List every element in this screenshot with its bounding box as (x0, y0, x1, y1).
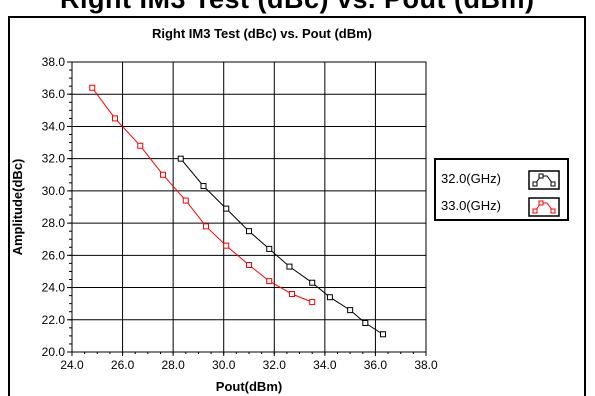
y-tick-label: 30.0 (42, 184, 66, 198)
data-point (309, 279, 316, 286)
data-point (347, 307, 354, 314)
x-tick-label: 36.0 (364, 358, 388, 372)
y-tick-label: 28.0 (42, 216, 66, 230)
data-point (137, 142, 144, 149)
data-point (203, 223, 210, 230)
series-1 (89, 84, 316, 306)
plot-border (71, 61, 427, 353)
y-tick-label: 24.0 (42, 281, 66, 295)
x-axis-label: Pout(dBm) (216, 379, 282, 394)
legend-line (534, 175, 554, 185)
data-point (288, 291, 295, 297)
y-tick-label: 32.0 (42, 152, 66, 166)
data-point (200, 183, 207, 190)
data-point (246, 262, 252, 268)
legend-marker (532, 181, 538, 187)
x-tick-label: 30.0 (212, 358, 236, 372)
y-tick-label: 22.0 (42, 313, 66, 327)
data-point (246, 228, 252, 235)
y-tick-labels: 20.0 22.0 24.0 26.0 28.0 30.0 32.0 34.0 36.0 38.0 (42, 55, 66, 359)
legend-line (534, 202, 554, 212)
y-tick-label: 34.0 (42, 119, 66, 133)
data-point (182, 197, 189, 204)
x-tick-label: 26.0 (111, 358, 135, 372)
x-tick-label: 28.0 (161, 358, 185, 372)
series-layer (89, 84, 387, 338)
header-strip: Right IM3 Test (dBc) vs. Pout (dBm) (0, 0, 595, 14)
data-point (380, 331, 387, 338)
legend-marker (550, 181, 556, 187)
legend-label: 32.0(GHz) (441, 171, 501, 186)
legend-label: 33.0(GHz) (441, 198, 501, 213)
y-axis-label: Amplitude(dBc) (10, 159, 25, 256)
data-point (266, 245, 273, 252)
legend: 32.0(GHz) 33.0(GHz) (434, 158, 569, 221)
x-tick-label: 34.0 (313, 358, 337, 372)
legend-marker (538, 173, 544, 179)
data-point (309, 299, 316, 306)
data-point (89, 84, 96, 91)
data-point (111, 115, 118, 122)
y-tick-label: 38.0 (42, 55, 66, 69)
x-tick-label: 32.0 (263, 358, 287, 372)
legend-marker (550, 208, 556, 214)
series-0 (177, 155, 387, 338)
header-fragment-text: Right IM3 Test (dBc) vs. Pout (dBm) (60, 0, 535, 14)
legend-marker (532, 208, 538, 214)
x-tick-label: 38.0 (414, 358, 438, 372)
data-point (362, 320, 369, 326)
data-point (223, 205, 230, 212)
data-point (160, 171, 167, 178)
y-tick-label: 26.0 (42, 248, 66, 262)
data-point (326, 294, 333, 301)
x-tick-label: 24.0 (60, 358, 84, 372)
y-tick-label: 36.0 (42, 87, 66, 101)
x-tick-labels: 24.0 26.0 28.0 30.0 32.0 34.0 36.0 38.0 (60, 358, 438, 372)
axes (67, 61, 427, 356)
plot-area (72, 62, 426, 352)
data-point (286, 263, 293, 270)
data-point (177, 155, 184, 162)
legend-marker (538, 200, 544, 206)
data-point (223, 242, 230, 249)
y-tick-label: 20.0 (42, 345, 66, 359)
chart-title: Right IM3 Test (dBc) vs. Pout (dBm) (152, 26, 372, 41)
data-point (266, 278, 273, 285)
